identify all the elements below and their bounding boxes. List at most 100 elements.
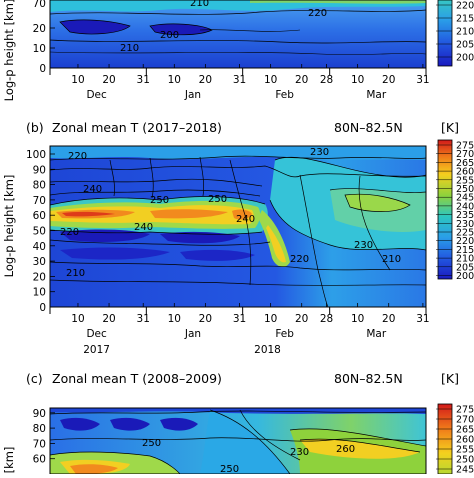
panel-b-y-tick-label: 20 <box>33 271 46 283</box>
panel-c-title: Zonal mean T (2008–2009) <box>52 371 222 386</box>
panel-b-y-tick-label: 10 <box>33 287 46 299</box>
panel-b-colorbar-tick-label: 245 <box>456 193 474 204</box>
panel-a-x-tick-label: 10 <box>168 74 181 86</box>
panel-b-x-tick-label: 20 <box>199 313 212 325</box>
panel-b-contour-label: 240 <box>134 222 153 233</box>
panel-b-y-tick-label: 100 <box>26 149 46 161</box>
panel-b-colorbar-tick-label: 250 <box>456 184 474 195</box>
panel-a-colorbar-tick-label: 210 <box>456 27 474 38</box>
panel-b-label: (b) <box>26 120 44 135</box>
panel-b-contour-label: 220 <box>290 254 309 265</box>
panel-b-contour-label: 250 <box>150 195 169 206</box>
panel-b-colorbar-tick-label: 275 <box>456 141 474 152</box>
panel-a-month-label: Mar <box>366 89 386 101</box>
panel-b-x-tick-label: 28 <box>320 313 333 325</box>
panel-b-y-tick-label: 0 <box>39 302 46 314</box>
panel-a-contour-label: 200 <box>160 30 179 41</box>
panel-a-colorbar-tick-label: 220 <box>456 1 474 12</box>
panel-c-colorbar-tick-label: 260 <box>456 435 474 446</box>
panel-b-x-tick-label: 10 <box>351 313 364 325</box>
panel-a-colorbar-tick-label: 200 <box>456 53 474 64</box>
panel-a-x-tick-label: 31 <box>233 74 246 86</box>
panel-a-contour-label: 220 <box>308 8 327 19</box>
panel-a-month-label: Jan <box>184 89 201 101</box>
panel-a-x-tick-label: 10 <box>351 74 364 86</box>
panel-b-month-label: Dec <box>86 328 107 340</box>
panel-b-colorbar-tick-label: 260 <box>456 167 474 178</box>
panel-b-year-label: 2018 <box>254 344 281 356</box>
panel-a-contour-label: 210 <box>190 0 209 9</box>
panel-b-y-tick-label: 90 <box>33 164 46 176</box>
panel-a-y-tick-label: 0 <box>39 63 46 75</box>
panel-c-y-tick-label: 80 <box>33 423 46 435</box>
panel-c-label: (c) <box>26 371 43 386</box>
panel-a-x-tick-label: 20 <box>382 74 395 86</box>
panel-b-colorbar-tick-label: 235 <box>456 210 474 221</box>
panel-a-y-tick-label: 20 <box>33 23 46 35</box>
panel-a-x-tick-label: 20 <box>102 74 115 86</box>
panel-c-colorbar-unit: [K] <box>441 371 459 386</box>
panel-a-x-tick-label: 31 <box>416 74 429 86</box>
panel-b-region: 80N–82.5N <box>334 120 403 135</box>
panel-b-x-tick-label: 10 <box>71 313 84 325</box>
panel-a-colorbar-tick-label: 205 <box>456 40 474 51</box>
panel-b-x-tick-label: 10 <box>168 313 181 325</box>
panel-b-contour-label: 240 <box>83 184 102 195</box>
panel-b-month-label: Mar <box>366 328 386 340</box>
panel-b-x-tick-label: 31 <box>137 313 150 325</box>
panel-b-y-tick-label: 50 <box>33 226 46 238</box>
panel-c-field <box>50 408 426 474</box>
panel-b-x-tick-label: 31 <box>416 313 429 325</box>
panel-b-contour-label: 230 <box>310 147 329 158</box>
panel-b-colorbar-tick-label: 265 <box>456 158 474 169</box>
panel-b-contour-label: 220 <box>68 151 87 162</box>
panel-b-y-tick-label: 80 <box>33 180 46 192</box>
panel-c-colorbar-tick-label: 250 <box>456 455 474 466</box>
panel-b-contour-label: 220 <box>60 227 79 238</box>
panel-c-region: 80N–82.5N <box>334 371 403 386</box>
panel-b-colorbar-tick-label: 240 <box>456 201 474 212</box>
panel-b-year-label: 2017 <box>83 344 110 356</box>
panel-a-axes: 10 20 31 10 20 31 10 20 28 10 20 31 Dec Jan Feb Mar 0 10 2… <box>33 0 430 101</box>
panel-b-contour-label: 210 <box>382 254 401 265</box>
panel-b-colorbar-ticks: 2752702652602552502452402352302252202152… <box>436 141 474 282</box>
panel-a-colorbar-tick-label: 215 <box>456 14 474 25</box>
panel-b-colorbar-tick-label: 255 <box>456 175 474 186</box>
panel-a-contour-label: 210 <box>120 43 139 54</box>
panel-a: 210 220 200 210 10 20 31 10 20 31 10 20 28 10 20 31… <box>2 0 474 101</box>
panel-b-colorbar-tick-label: 210 <box>456 254 474 265</box>
panel-b-x-tick-label: 31 <box>233 313 246 325</box>
panel-b-field <box>50 146 426 307</box>
panel-b-x-tick-label: 20 <box>102 313 115 325</box>
panel-b-colorbar-tick-label: 270 <box>456 149 474 160</box>
panel-a-colorbar <box>437 0 453 67</box>
panel-b-colorbar-unit: [K] <box>441 120 459 135</box>
panel-a-x-tick-label: 20 <box>199 74 212 86</box>
panel-c-y-tick-label: 90 <box>33 408 46 420</box>
panel-b-axes: 10 20 31 10 20 31 10 20 28 10 20 31 Dec Jan Feb Mar 2017… <box>26 149 430 356</box>
panel-b-colorbar <box>437 139 453 280</box>
panel-b-y-tick-label: 30 <box>33 256 46 268</box>
panel-b-colorbar-tick-label: 230 <box>456 219 474 230</box>
panel-b-colorbar-tick-label: 215 <box>456 245 474 256</box>
panel-b-x-tick-label: 20 <box>295 313 308 325</box>
panel-a-x-tick-label: 31 <box>137 74 150 86</box>
panel-b-contour-label: 250 <box>208 194 227 205</box>
panel-c-axes: 60 70 80 90 <box>33 408 55 466</box>
panel-b-y-tick-label: 60 <box>33 210 46 222</box>
panel-b-y-tick-label: 40 <box>33 241 46 253</box>
panel-b-contour-label: 210 <box>66 268 85 279</box>
panel-b-colorbar-tick-label: 220 <box>456 236 474 247</box>
panel-b-y-tick-label: 70 <box>33 195 46 207</box>
panel-c-colorbar-tick-label: 245 <box>456 465 474 475</box>
panel-c-contour-label: 250 <box>142 438 161 449</box>
panel-b-contour-label: 240 <box>236 214 255 225</box>
panel-b-y-label: Log-p height [km] <box>2 175 16 278</box>
panel-c-colorbar-tick-label: 265 <box>456 425 474 436</box>
panel-a-x-tick-label: 28 <box>320 74 333 86</box>
panel-c-contour-label: 260 <box>336 444 355 455</box>
panel-b-x-tick-label: 10 <box>264 313 277 325</box>
panel-c-y-tick-label: 60 <box>33 454 46 466</box>
